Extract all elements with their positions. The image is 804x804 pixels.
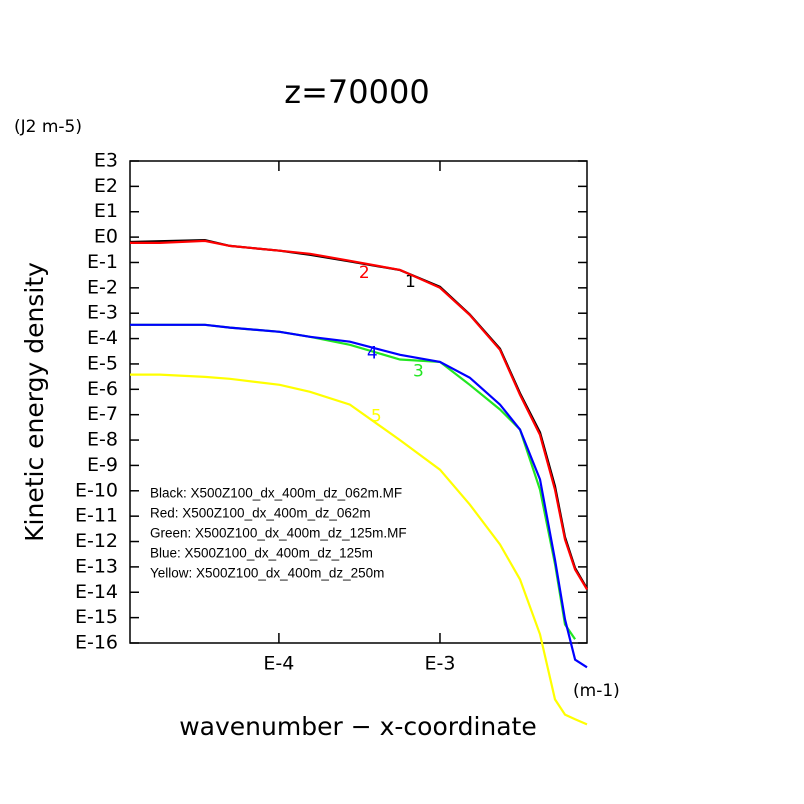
y-tick-label: E-14 bbox=[75, 581, 118, 603]
legend-entry: Red: X500Z100_dx_400m_dz_062m bbox=[150, 506, 371, 521]
y-tick-label: E-13 bbox=[75, 555, 118, 577]
y-tick-label: E-7 bbox=[87, 403, 118, 425]
y-tick-label: E-10 bbox=[75, 479, 118, 501]
legend-entry: Blue: X500Z100_dx_400m_dz_125m bbox=[150, 546, 373, 561]
y-axis-label: Kinetic energy density bbox=[20, 262, 49, 542]
y-tick-label: E-1 bbox=[87, 251, 118, 273]
curve-label: 1 bbox=[405, 272, 416, 292]
y-tick-label: E-11 bbox=[75, 505, 118, 527]
legend-entry: Yellow: X500Z100_dx_400m_dz_250m bbox=[150, 566, 384, 581]
x-axis-label: wavenumber − x-coordinate bbox=[179, 712, 537, 741]
legend-entry: Green: X500Z100_dx_400m_dz_125m.MF bbox=[150, 526, 407, 541]
chart-title: z=70000 bbox=[284, 73, 429, 111]
legend-entry: Black: X500Z100_dx_400m_dz_062m.MF bbox=[150, 486, 402, 501]
y-tick-label: E0 bbox=[94, 226, 118, 248]
plot-frame bbox=[129, 160, 588, 644]
y-tick-label: E-5 bbox=[87, 352, 118, 374]
y-tick-label: E1 bbox=[94, 200, 118, 222]
y-tick-label: E3 bbox=[94, 150, 118, 172]
series-line bbox=[130, 323, 588, 669]
series-line bbox=[130, 373, 588, 726]
y-tick-label: E-3 bbox=[87, 302, 118, 324]
curve-label: 4 bbox=[367, 344, 378, 364]
y-tick-label: E-16 bbox=[75, 632, 118, 654]
y-tick-label: E2 bbox=[94, 175, 118, 197]
curve-label: 5 bbox=[371, 407, 382, 427]
y-tick-label: E-15 bbox=[75, 606, 118, 628]
curve-label: 3 bbox=[413, 361, 424, 381]
y-tick-label: E-6 bbox=[87, 378, 118, 400]
y-unit: (J2 m-5) bbox=[14, 117, 82, 137]
x-tick-label: E-3 bbox=[425, 653, 456, 675]
y-tick-label: E-12 bbox=[75, 530, 118, 552]
y-tick-label: E-2 bbox=[87, 276, 118, 298]
y-tick-label: E-4 bbox=[87, 327, 118, 349]
y-tick-label: E-8 bbox=[87, 429, 118, 451]
y-tick-label: E-9 bbox=[87, 454, 118, 476]
curve-label: 2 bbox=[359, 263, 370, 283]
series-line bbox=[130, 239, 588, 590]
x-unit: (m-1) bbox=[573, 681, 620, 701]
x-tick-label: E-4 bbox=[263, 653, 294, 675]
